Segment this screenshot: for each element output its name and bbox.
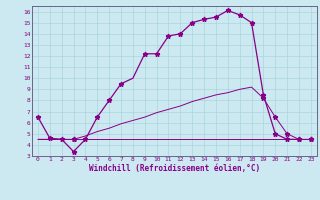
X-axis label: Windchill (Refroidissement éolien,°C): Windchill (Refroidissement éolien,°C) [89, 164, 260, 173]
